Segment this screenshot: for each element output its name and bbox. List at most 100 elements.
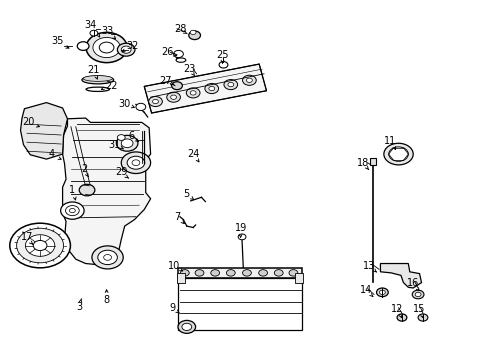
Circle shape	[99, 42, 114, 53]
Polygon shape	[62, 118, 150, 265]
Circle shape	[238, 234, 245, 240]
Text: 7: 7	[174, 212, 180, 222]
Circle shape	[195, 270, 203, 276]
Circle shape	[188, 31, 200, 40]
Text: 8: 8	[103, 294, 109, 305]
Circle shape	[411, 290, 423, 299]
Circle shape	[121, 139, 133, 148]
Circle shape	[90, 30, 98, 36]
Circle shape	[93, 37, 120, 58]
Text: 6: 6	[128, 131, 134, 141]
Circle shape	[226, 270, 235, 276]
Circle shape	[117, 135, 125, 140]
Text: 23: 23	[183, 64, 196, 74]
Polygon shape	[178, 268, 302, 278]
Circle shape	[170, 95, 176, 99]
Text: 24: 24	[186, 149, 199, 159]
Circle shape	[25, 235, 55, 256]
Polygon shape	[144, 64, 266, 113]
Circle shape	[117, 43, 135, 56]
Circle shape	[210, 270, 219, 276]
Circle shape	[182, 323, 191, 330]
Circle shape	[258, 270, 267, 276]
Ellipse shape	[176, 58, 185, 62]
Circle shape	[121, 46, 131, 53]
Circle shape	[173, 50, 183, 58]
Text: 17: 17	[20, 232, 33, 242]
Circle shape	[242, 270, 251, 276]
Text: 15: 15	[412, 304, 425, 314]
Polygon shape	[380, 264, 421, 288]
Ellipse shape	[83, 76, 112, 81]
Circle shape	[379, 290, 385, 294]
Text: 29: 29	[115, 167, 127, 177]
Circle shape	[396, 314, 406, 321]
Circle shape	[190, 91, 196, 95]
Text: 20: 20	[22, 117, 35, 127]
Circle shape	[65, 206, 79, 216]
Circle shape	[77, 42, 89, 50]
Circle shape	[224, 80, 237, 90]
Text: 31: 31	[108, 140, 121, 150]
Circle shape	[98, 250, 117, 265]
Text: 9: 9	[169, 303, 175, 313]
Text: 5: 5	[183, 189, 189, 199]
Circle shape	[127, 156, 144, 169]
Circle shape	[171, 82, 182, 90]
Circle shape	[180, 270, 189, 276]
Circle shape	[227, 82, 233, 87]
Text: 10: 10	[167, 261, 180, 271]
Text: 32: 32	[125, 41, 138, 51]
Text: 25: 25	[216, 50, 228, 60]
Circle shape	[204, 84, 218, 94]
Text: 18: 18	[356, 158, 368, 168]
Text: 16: 16	[406, 278, 419, 288]
Bar	[177, 273, 184, 283]
Text: 26: 26	[161, 47, 173, 57]
Circle shape	[79, 184, 95, 196]
Circle shape	[242, 75, 256, 85]
Circle shape	[103, 255, 111, 260]
Circle shape	[92, 246, 123, 269]
Circle shape	[414, 292, 420, 297]
Circle shape	[33, 240, 47, 251]
Text: 3: 3	[76, 302, 82, 312]
Text: 1: 1	[69, 185, 75, 195]
Circle shape	[69, 208, 75, 213]
Circle shape	[208, 86, 214, 91]
Circle shape	[274, 270, 283, 276]
Text: 30: 30	[118, 99, 131, 109]
Circle shape	[132, 160, 140, 166]
Circle shape	[148, 96, 162, 107]
Text: 21: 21	[87, 65, 100, 75]
Circle shape	[376, 288, 387, 297]
Circle shape	[288, 270, 297, 276]
Circle shape	[388, 147, 407, 161]
Circle shape	[116, 135, 138, 151]
Circle shape	[186, 88, 200, 98]
Bar	[369, 158, 375, 165]
Text: 13: 13	[362, 261, 375, 271]
Polygon shape	[178, 278, 302, 330]
Circle shape	[178, 320, 195, 333]
Circle shape	[166, 92, 180, 102]
Text: 4: 4	[48, 149, 54, 159]
Circle shape	[136, 103, 145, 111]
Text: 28: 28	[173, 24, 186, 34]
Text: 34: 34	[84, 20, 97, 30]
Circle shape	[383, 143, 412, 165]
Text: 11: 11	[383, 136, 396, 146]
Circle shape	[152, 99, 158, 104]
Bar	[295, 273, 303, 283]
Text: 22: 22	[105, 81, 118, 91]
Circle shape	[10, 223, 70, 268]
Text: 27: 27	[159, 76, 171, 86]
Text: 35: 35	[51, 36, 64, 46]
Circle shape	[17, 228, 63, 263]
Circle shape	[61, 202, 84, 219]
Text: 12: 12	[390, 304, 403, 314]
Circle shape	[219, 62, 227, 68]
Polygon shape	[20, 103, 67, 159]
Circle shape	[86, 32, 127, 63]
Circle shape	[190, 30, 196, 35]
